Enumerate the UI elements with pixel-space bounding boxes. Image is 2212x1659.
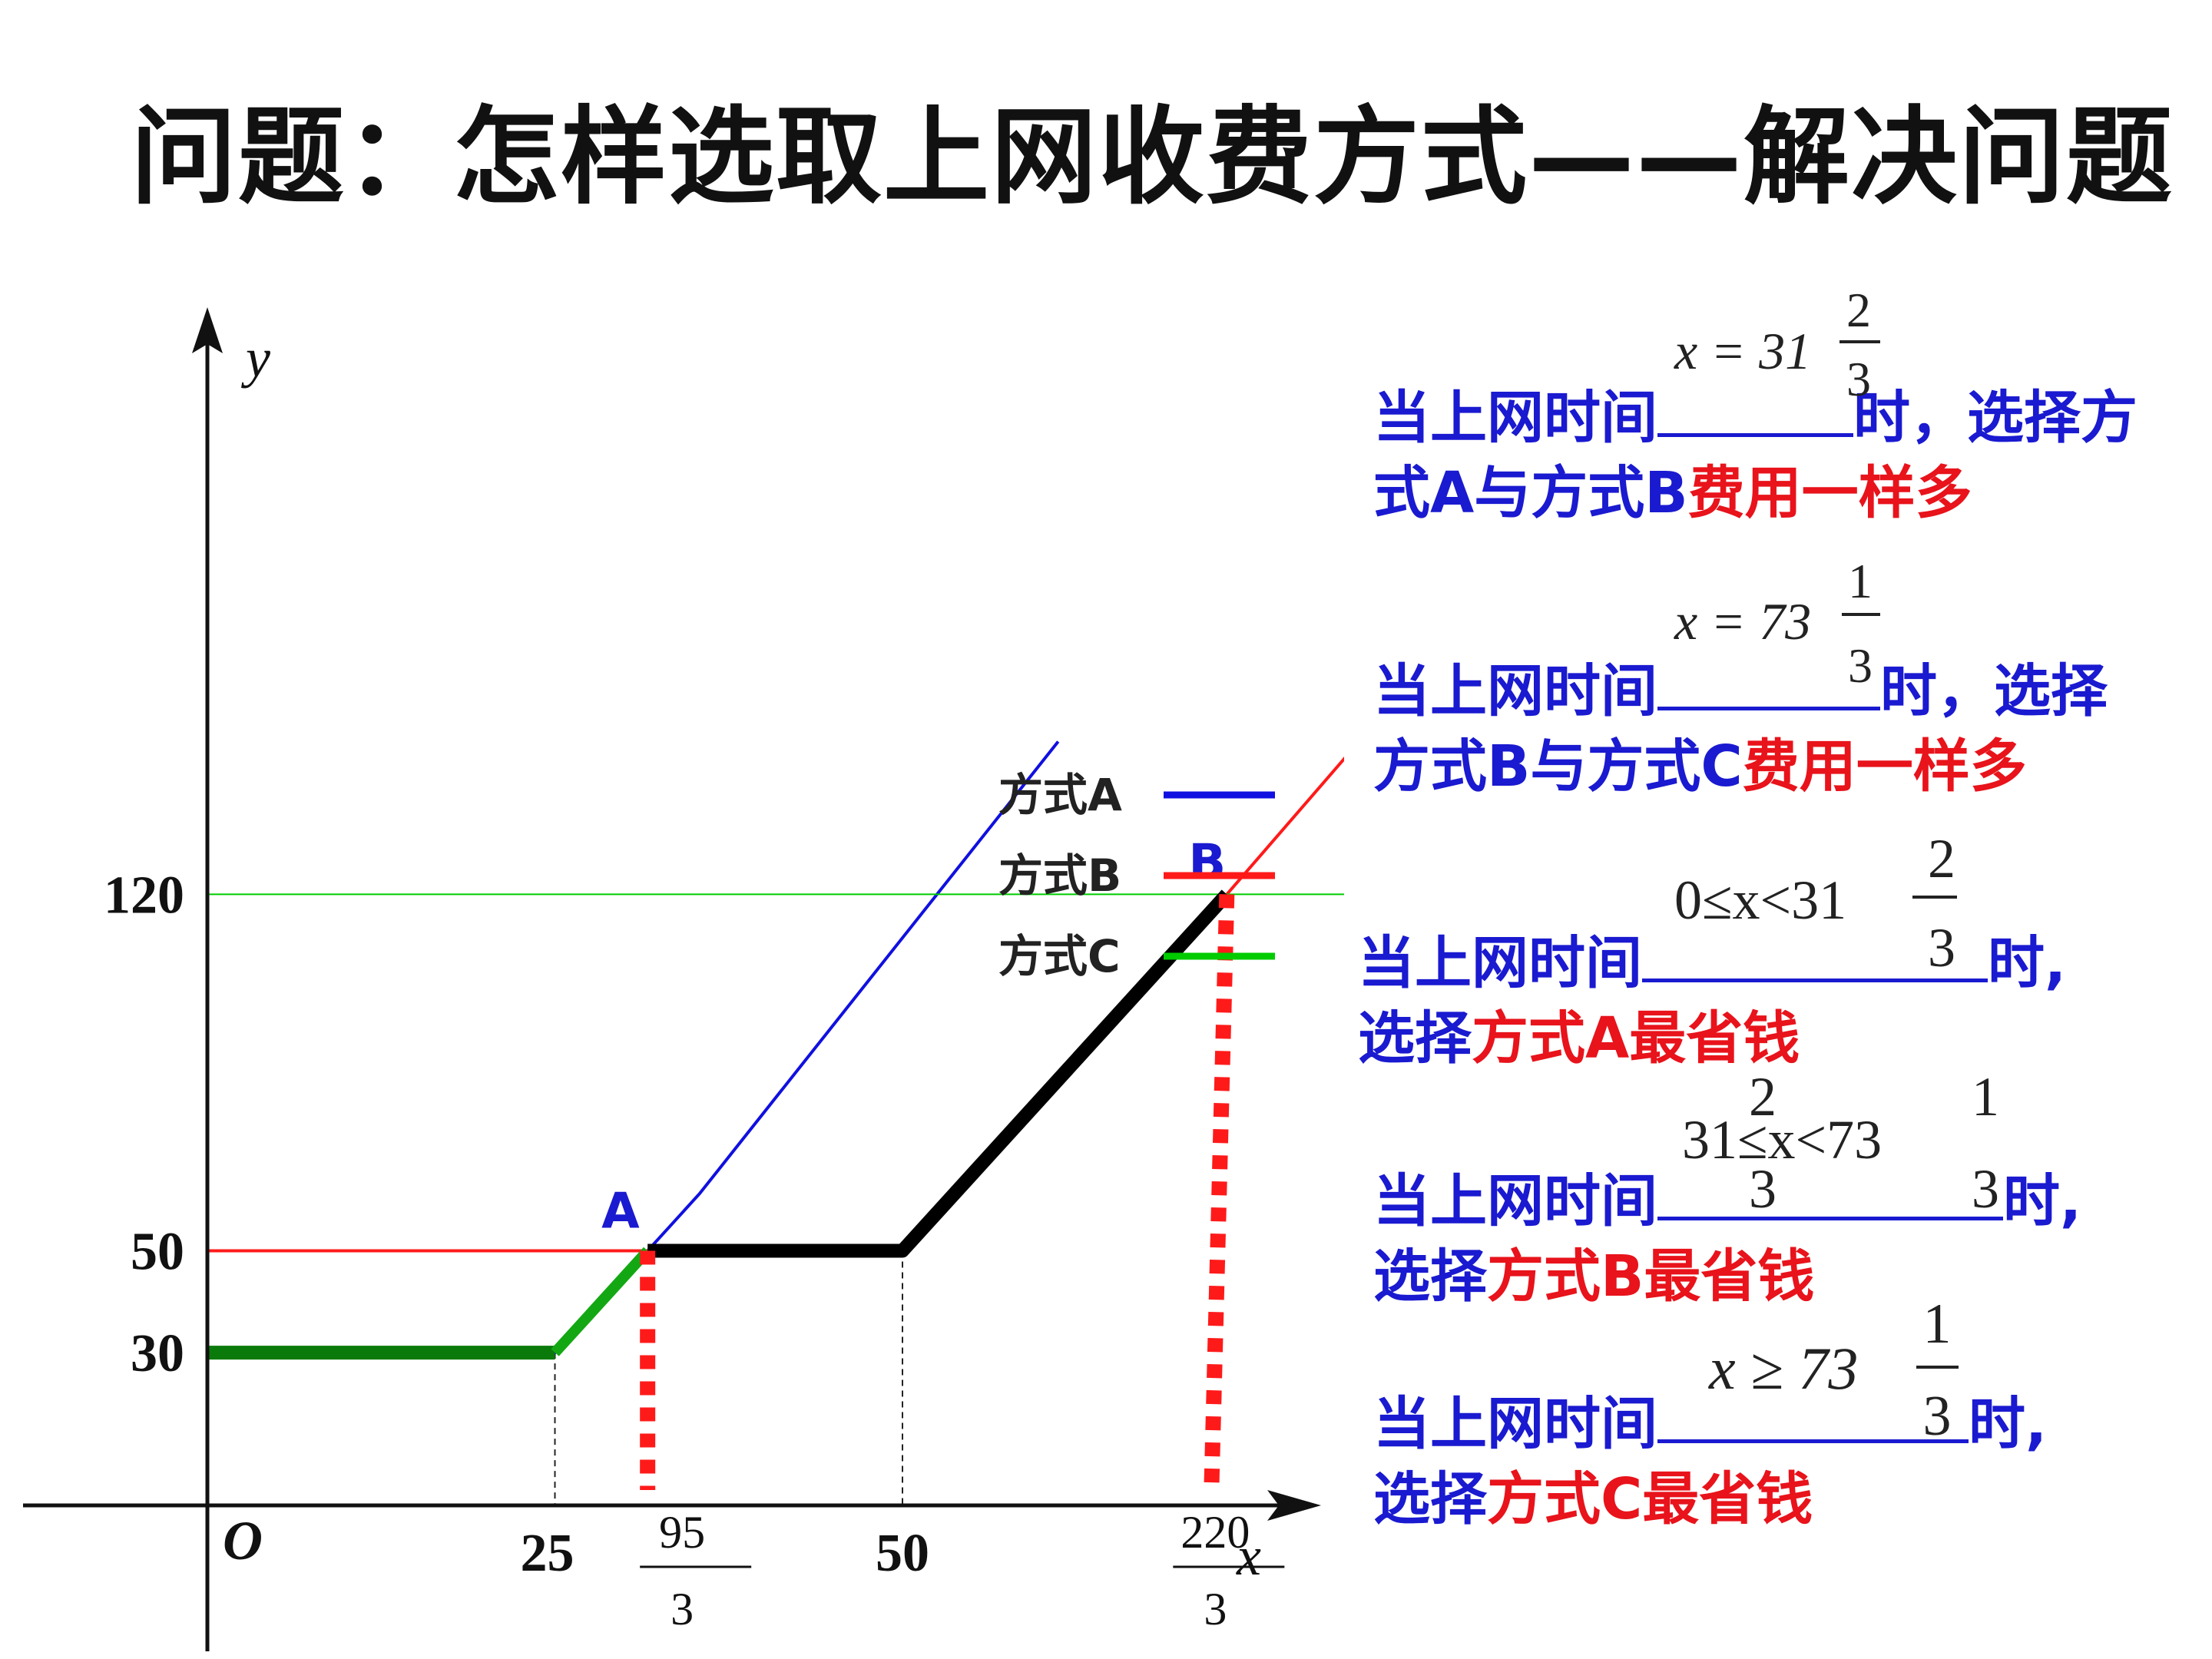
question-1: 当上网时间 时，选择方 式A与方式B费用一样多: [1373, 370, 2137, 531]
question-2-prefix: 当上网时间: [1373, 658, 1657, 724]
question-3-tail: 时,: [1988, 930, 2067, 996]
question-5-tail: 时,: [1969, 1391, 2048, 1457]
question-2-tail: 时，选择: [1880, 658, 2108, 724]
question-3-subject: 选择: [1358, 1005, 1472, 1071]
question-3-blank[interactable]: [1642, 916, 1988, 982]
answer-1-num: 2: [1846, 283, 1871, 337]
y-axis-arrow: [192, 307, 223, 353]
series-lines: [207, 740, 1344, 1355]
slide-title: 问题：怎样选取上网收费方式——解决问题: [131, 95, 2174, 219]
question-4-subject: 选择: [1373, 1243, 1487, 1310]
x-tick-num-95: 95: [659, 1507, 705, 1558]
question-3: 当上网时间 时, 选择方式A最省钱: [1358, 916, 2066, 1076]
legend-label-plan_b: 方式B: [998, 849, 1121, 902]
x-axis-label: x: [1236, 1525, 1261, 1587]
question-2-emphasis: 费用一样多: [1742, 733, 2027, 800]
question-5-prefix: 当上网时间: [1373, 1391, 1657, 1457]
question-3-prefix: 当上网时间: [1358, 930, 1642, 996]
intersection-marker-B: [1204, 894, 1235, 1491]
question-2-blank[interactable]: [1657, 644, 1880, 710]
question-2-subject: 方式B与方式C: [1373, 733, 1743, 800]
question-5-emphasis: 方式C最省钱: [1487, 1466, 1813, 1532]
min-cost-plan-a-rise: [551, 1247, 652, 1356]
point-label-B: B: [1188, 834, 1226, 891]
answer-3-num: 2: [1928, 828, 1955, 889]
y-axis-label: y: [240, 327, 270, 389]
point-label-A: A: [601, 1184, 640, 1240]
x-axis-arrow: [1267, 1490, 1321, 1521]
question-1-blank[interactable]: [1657, 370, 1853, 437]
answer-2-num: 1: [1848, 554, 1873, 608]
question-5: 当上网时间 时, 选择方式C最省钱: [1373, 1376, 2047, 1537]
question-1-prefix: 当上网时间: [1373, 385, 1657, 451]
question-5-blank[interactable]: [1657, 1376, 1969, 1443]
axes: x y O: [23, 307, 1321, 1651]
x-tick-den-220: 3: [1204, 1584, 1227, 1634]
question-4-prefix: 当上网时间: [1373, 1168, 1657, 1234]
question-4: 当上网时间 时, 选择方式B最省钱: [1373, 1154, 2081, 1314]
y-tick-120: 120: [104, 866, 184, 925]
x-tick-50: 50: [876, 1524, 929, 1583]
origin-label: O: [223, 1510, 263, 1571]
x-tick-den-95: 3: [671, 1584, 694, 1634]
tick-labels: 30 50 120 25 95 3 50 220 3: [104, 866, 1285, 1634]
question-4-tail: 时,: [2003, 1168, 2082, 1234]
x-tick-25: 25: [521, 1524, 575, 1583]
series-line-plan_b: [207, 757, 1344, 1253]
question-1-tail: 时，选择方: [1853, 385, 2137, 451]
min-cost-plan-b: [647, 889, 1232, 1258]
question-2: 当上网时间 时，选择 方式B与方式C费用一样多: [1373, 644, 2108, 804]
y-tick-30: 30: [131, 1324, 184, 1383]
question-1-emphasis: 费用一样多: [1687, 460, 1972, 526]
answer-2-text: x = 73: [1674, 592, 1811, 651]
legend-label-plan_a: 方式A: [998, 769, 1122, 821]
point-labels: AB: [601, 834, 1226, 1240]
question-1-subject: 式A与方式B: [1373, 460, 1688, 526]
min-cost-path: [207, 889, 1235, 1491]
guide-lines: [554, 1250, 903, 1505]
question-4-emphasis: 方式B最省钱: [1487, 1243, 1815, 1310]
question-4-blank[interactable]: [1657, 1154, 2003, 1220]
y-tick-50: 50: [131, 1223, 184, 1282]
question-5-subject: 选择: [1373, 1466, 1487, 1532]
x-tick-num-220: 220: [1181, 1507, 1250, 1558]
chart-legend: 方式A 方式B 方式C: [998, 769, 1275, 982]
legend-label-plan_c: 方式C: [998, 930, 1121, 982]
question-3-emphasis: 方式A最省钱: [1472, 1005, 1800, 1071]
